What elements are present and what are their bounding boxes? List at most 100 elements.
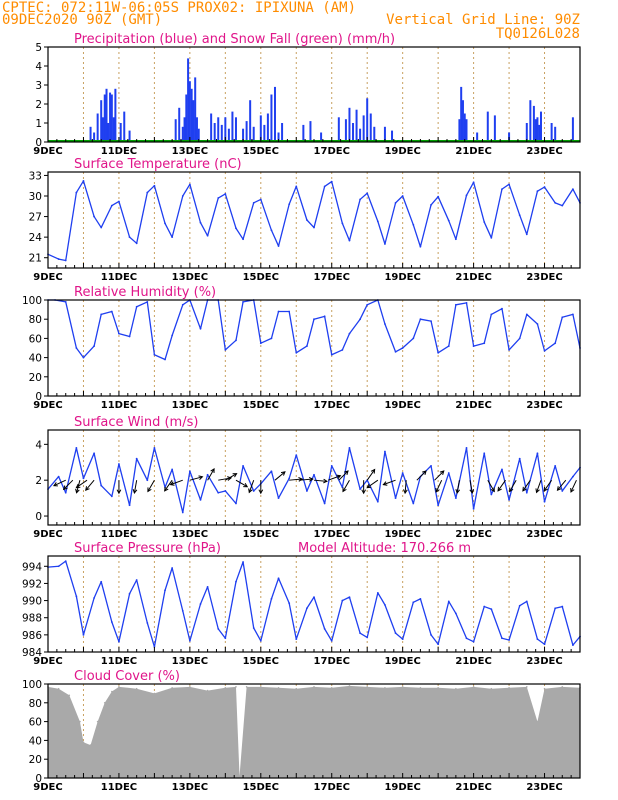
rh-point [572,313,574,316]
wind-point [508,499,510,501]
pressure-point [110,621,113,623]
wind-arrow-shaft [170,479,183,486]
wind-wind-arrow [225,473,238,481]
cloud-xtick-label: 9DEC [33,782,62,793]
temp-point [465,194,468,197]
wind-point [447,472,450,474]
pressure-xtick-label: 17DEC [314,656,350,667]
wind-arrow-head [469,489,475,495]
wind-point [359,488,362,491]
rh-point [153,353,156,356]
precip-bar [554,126,557,142]
wind-wind-arrow [435,479,443,493]
pressure-point [536,638,539,641]
pressure-point [252,627,255,629]
rh-point [401,347,404,349]
precip-bar [337,117,340,142]
temp-point [288,203,291,206]
temp-point [359,198,362,201]
temp-point [82,180,85,182]
wind-point [306,490,308,492]
cloud-xtick-label: 13DEC [172,782,208,793]
cloud-area [48,685,580,778]
cloud-point [57,687,60,690]
cloud-point [295,687,298,690]
wind-point [490,493,493,496]
wind-point [501,468,503,471]
precip-bar [234,117,237,142]
wind-arrow-shaft [328,475,341,481]
precip-bar [532,105,535,142]
header-line1: CPTEC: 072:11W-06:05S PROX02: IPIXUNA (A… [2,0,356,16]
wind-arrow-head [147,487,152,493]
rh-ytick-label: 40 [29,353,42,365]
cloud-point [384,686,386,689]
wind-point [376,500,379,503]
precip-bar [190,88,193,142]
wind-wind-arrow [147,479,155,493]
precip-bar [486,111,489,142]
pressure-point [188,639,191,642]
wind-arrow-head [164,486,169,492]
temp-point [164,222,166,225]
rh-xtick-label: 15DEC [243,400,279,411]
temp-point [64,259,67,262]
wind-arrow-head [53,482,58,487]
wind-wind-arrow [366,468,376,481]
wind-wind-arrow [361,480,367,495]
temp-xtick-label: 13DEC [172,272,208,283]
temp-xtick-label: 21DEC [455,272,491,283]
wind-xtick-label: 21DEC [455,529,491,540]
wind-point [206,473,209,476]
wind-arrow-shaft [383,479,396,486]
temp-xtick-label: 9DEC [33,272,62,283]
temp-ytick-label: 21 [29,253,42,265]
temp-point [430,204,432,206]
precip-bar [119,123,122,142]
rh-point [359,318,362,321]
wind-point [295,454,298,456]
wind-wind-arrow [248,480,255,494]
precip-bar [114,88,117,142]
temp-point [206,234,209,237]
wind-point [93,452,96,455]
pressure-point [313,596,315,599]
temp-point [508,183,510,186]
wind-point [199,499,202,501]
cloud-point [235,686,237,688]
rh-point [430,320,432,323]
cloud-point [401,686,404,688]
wind-arrow-shaft [248,480,255,493]
precip-bar [245,121,248,142]
pressure-point [259,639,262,642]
panels: 0 1 2 3 4 5 9DEC 11DEC 13DEC 15DEC 17DEC 19DEC 21DEC… [22,32,581,793]
wind-arrow-head [497,486,502,492]
precip-bar [458,119,461,142]
rh-point [224,349,227,351]
precip-bar [220,124,223,142]
precip-bar [320,132,323,142]
wind-arrow-head [243,483,249,488]
wind-arrow-shaft [342,479,350,492]
pressure-title: Surface Pressure (hPa) [74,541,221,556]
temp-point [401,195,404,197]
wind-ytick-label: 4 [35,439,42,451]
temp-xtick-label: 19DEC [384,272,420,283]
precip-bar [109,92,112,142]
precip-bar [344,119,347,142]
pressure-point [561,605,564,608]
wind-arrow-shaft [207,468,215,481]
temp-point [490,236,493,239]
cloud-point [245,686,248,688]
wind-arrow-shaft [557,479,567,491]
wind-point [483,452,486,455]
rh-xtick-label: 13DEC [172,400,208,411]
precip-bar [192,100,195,142]
pressure-point [270,597,273,600]
wind-arrow-head [382,481,388,486]
wind-point [554,464,557,467]
precip-bar [309,121,312,142]
pressure-subtitle: Model Altitude: 170.266 m [298,541,471,556]
pressure-point [146,621,149,624]
rh-ytick-label: 20 [29,372,42,384]
